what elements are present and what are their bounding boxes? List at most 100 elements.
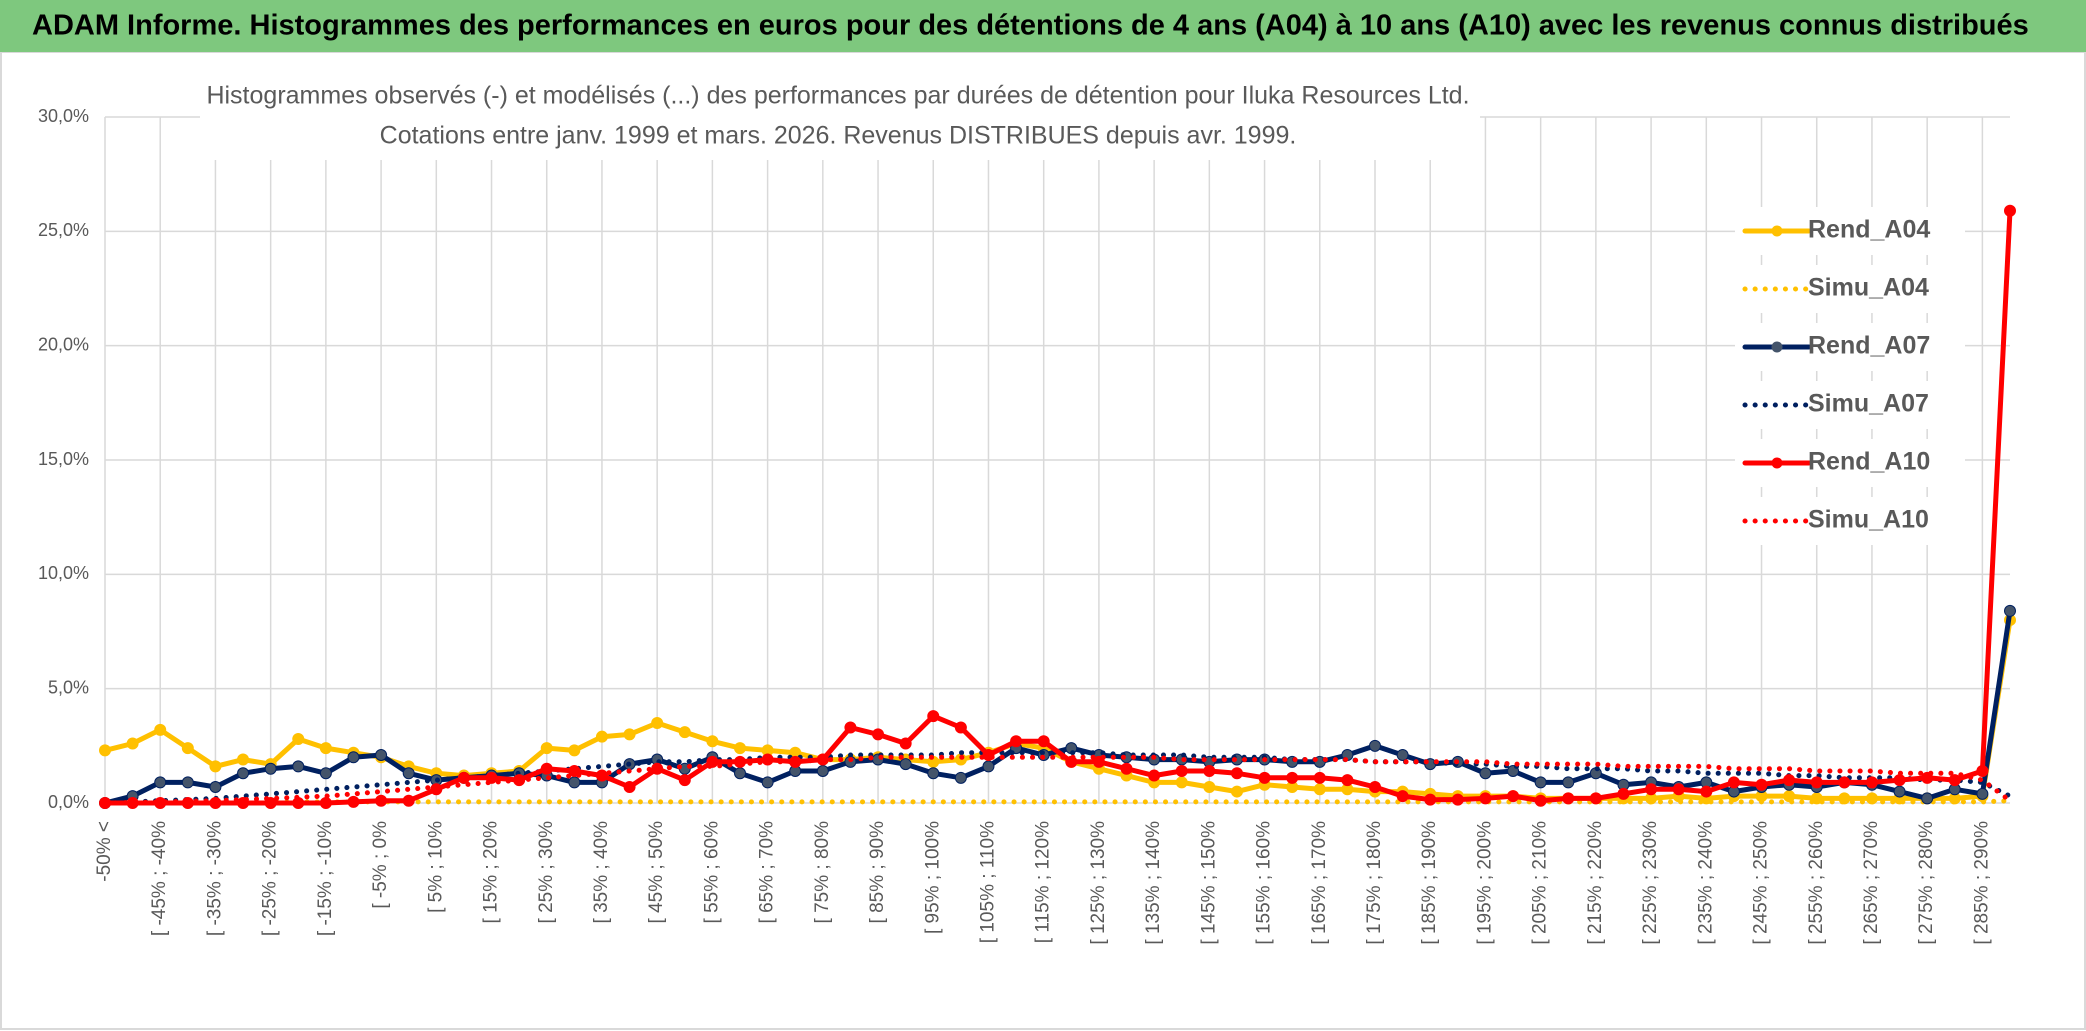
data-point xyxy=(1369,780,1381,793)
data-point xyxy=(1810,776,1823,789)
data-point xyxy=(1175,764,1188,777)
data-point xyxy=(209,760,222,773)
data-point xyxy=(402,767,415,780)
data-point xyxy=(1838,776,1851,789)
header-title: ADAM Informe. Histogrammes des performan… xyxy=(32,10,2029,42)
x-tick-label: [ 175% ; 180% xyxy=(1364,821,1385,945)
x-tick-label: [ -5% ; 0% xyxy=(370,821,391,909)
x-tick-label: [ 115% ; 120% xyxy=(1033,821,1054,943)
data-point xyxy=(292,732,305,745)
data-point xyxy=(1562,776,1575,789)
series-line xyxy=(102,208,2013,806)
data-point xyxy=(623,728,636,741)
data-point xyxy=(540,742,553,755)
data-point xyxy=(347,795,360,808)
x-tick-label: [ 25% ; 30% xyxy=(536,821,557,924)
x-tick-label: [ -45% ; -40% xyxy=(149,821,170,936)
y-tick-label: 20,0% xyxy=(38,334,89,354)
title-background xyxy=(200,78,1480,160)
data-point xyxy=(1203,780,1216,793)
data-point xyxy=(1313,771,1326,784)
data-point xyxy=(319,797,332,809)
data-point xyxy=(1479,792,1492,805)
legend-label: Rend_A10 xyxy=(1808,448,1930,476)
data-point xyxy=(595,730,608,743)
data-point xyxy=(1645,783,1658,796)
data-point xyxy=(1589,792,1602,805)
data-point xyxy=(126,737,139,750)
data-point xyxy=(264,762,277,775)
data-point xyxy=(209,780,222,793)
data-point xyxy=(1976,787,1989,800)
data-point xyxy=(1921,792,1934,805)
x-tick-label: [ 55% ; 60% xyxy=(701,821,722,924)
data-point xyxy=(954,721,967,734)
data-point xyxy=(568,744,581,757)
header-bar xyxy=(0,0,2086,52)
data-point xyxy=(927,710,940,723)
y-tick-label: 15,0% xyxy=(38,449,89,469)
data-point xyxy=(844,721,857,734)
data-point xyxy=(1865,776,1878,789)
data-point xyxy=(568,776,581,789)
data-point xyxy=(1230,785,1243,798)
data-point xyxy=(1507,790,1520,803)
data-point xyxy=(154,723,167,736)
data-point xyxy=(927,767,940,780)
series-line xyxy=(102,617,2013,801)
x-tick-label: [ 145% ; 150% xyxy=(1198,821,1219,945)
x-tick-label: [ 165% ; 170% xyxy=(1309,821,1330,945)
data-point xyxy=(402,794,415,807)
x-tick-label: [ 95% ; 100% xyxy=(922,821,943,934)
data-point xyxy=(1755,778,1768,791)
y-tick-label: 0,0% xyxy=(48,792,89,812)
data-point xyxy=(1230,767,1243,780)
x-tick-label: [ 155% ; 160% xyxy=(1254,821,1275,945)
data-point xyxy=(181,776,194,789)
x-tick-label: [ 275% ; 280% xyxy=(1916,821,1937,945)
data-point xyxy=(1727,776,1740,789)
x-tick-label: [ 85% ; 90% xyxy=(867,821,888,924)
data-point xyxy=(540,762,553,775)
data-point xyxy=(899,758,912,771)
data-point xyxy=(623,780,636,793)
data-point xyxy=(237,767,250,780)
x-tick-label: [ 125% ; 130% xyxy=(1088,821,1109,945)
x-tick-label: [ 255% ; 260% xyxy=(1806,821,1827,945)
data-point xyxy=(899,737,912,750)
chart-subtitle: Cotations entre janv. 1999 et mars. 2026… xyxy=(380,122,1297,150)
data-point xyxy=(154,776,167,789)
legend-label: Simu_A07 xyxy=(1808,390,1929,418)
x-tick-label: [ 185% ; 190% xyxy=(1419,821,1440,945)
data-point xyxy=(1562,792,1575,805)
legend-label: Simu_A04 xyxy=(1808,274,1929,302)
x-tick-label: [ 245% ; 250% xyxy=(1751,821,1772,945)
data-point xyxy=(2004,604,2016,617)
data-point xyxy=(1341,774,1354,787)
legend-label: Rend_A07 xyxy=(1808,332,1930,360)
x-tick-label: [ 225% ; 230% xyxy=(1640,821,1661,945)
y-tick-label: 30,0% xyxy=(38,106,89,126)
data-point xyxy=(1451,793,1464,806)
data-point xyxy=(375,748,388,761)
legend-label: Rend_A04 xyxy=(1808,216,1930,244)
data-point xyxy=(761,776,774,789)
data-point xyxy=(678,726,691,739)
data-point xyxy=(1148,769,1161,782)
data-point xyxy=(1037,735,1050,748)
x-tick-label: [ 5% ; 10% xyxy=(425,821,446,913)
data-point xyxy=(375,794,388,807)
data-point xyxy=(1617,787,1630,800)
legend-marker xyxy=(1771,225,1783,237)
y-tick-label: 5,0% xyxy=(48,677,89,697)
data-point xyxy=(1396,790,1409,803)
data-point xyxy=(1672,783,1685,796)
data-point xyxy=(706,735,719,748)
series-line xyxy=(102,798,2013,805)
x-tick-label: [ 105% ; 110% xyxy=(977,821,998,943)
data-point xyxy=(816,764,829,777)
data-point xyxy=(319,767,332,780)
x-tick-label: [ 195% ; 200% xyxy=(1474,821,1495,945)
data-point xyxy=(982,760,995,773)
